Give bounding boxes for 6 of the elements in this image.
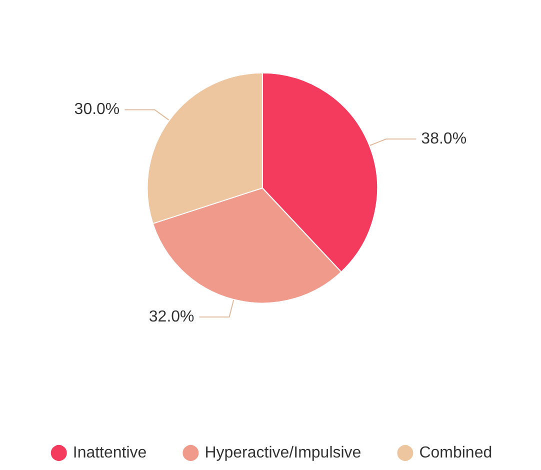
legend-label: Combined — [419, 444, 492, 462]
data-label: 30.0% — [74, 101, 120, 118]
legend-label: Inattentive — [72, 444, 147, 462]
data-label: 38.0% — [421, 130, 467, 148]
legend-label: Hyperactive/Impulsive — [204, 444, 362, 462]
data-label: 32.0% — [148, 308, 194, 326]
